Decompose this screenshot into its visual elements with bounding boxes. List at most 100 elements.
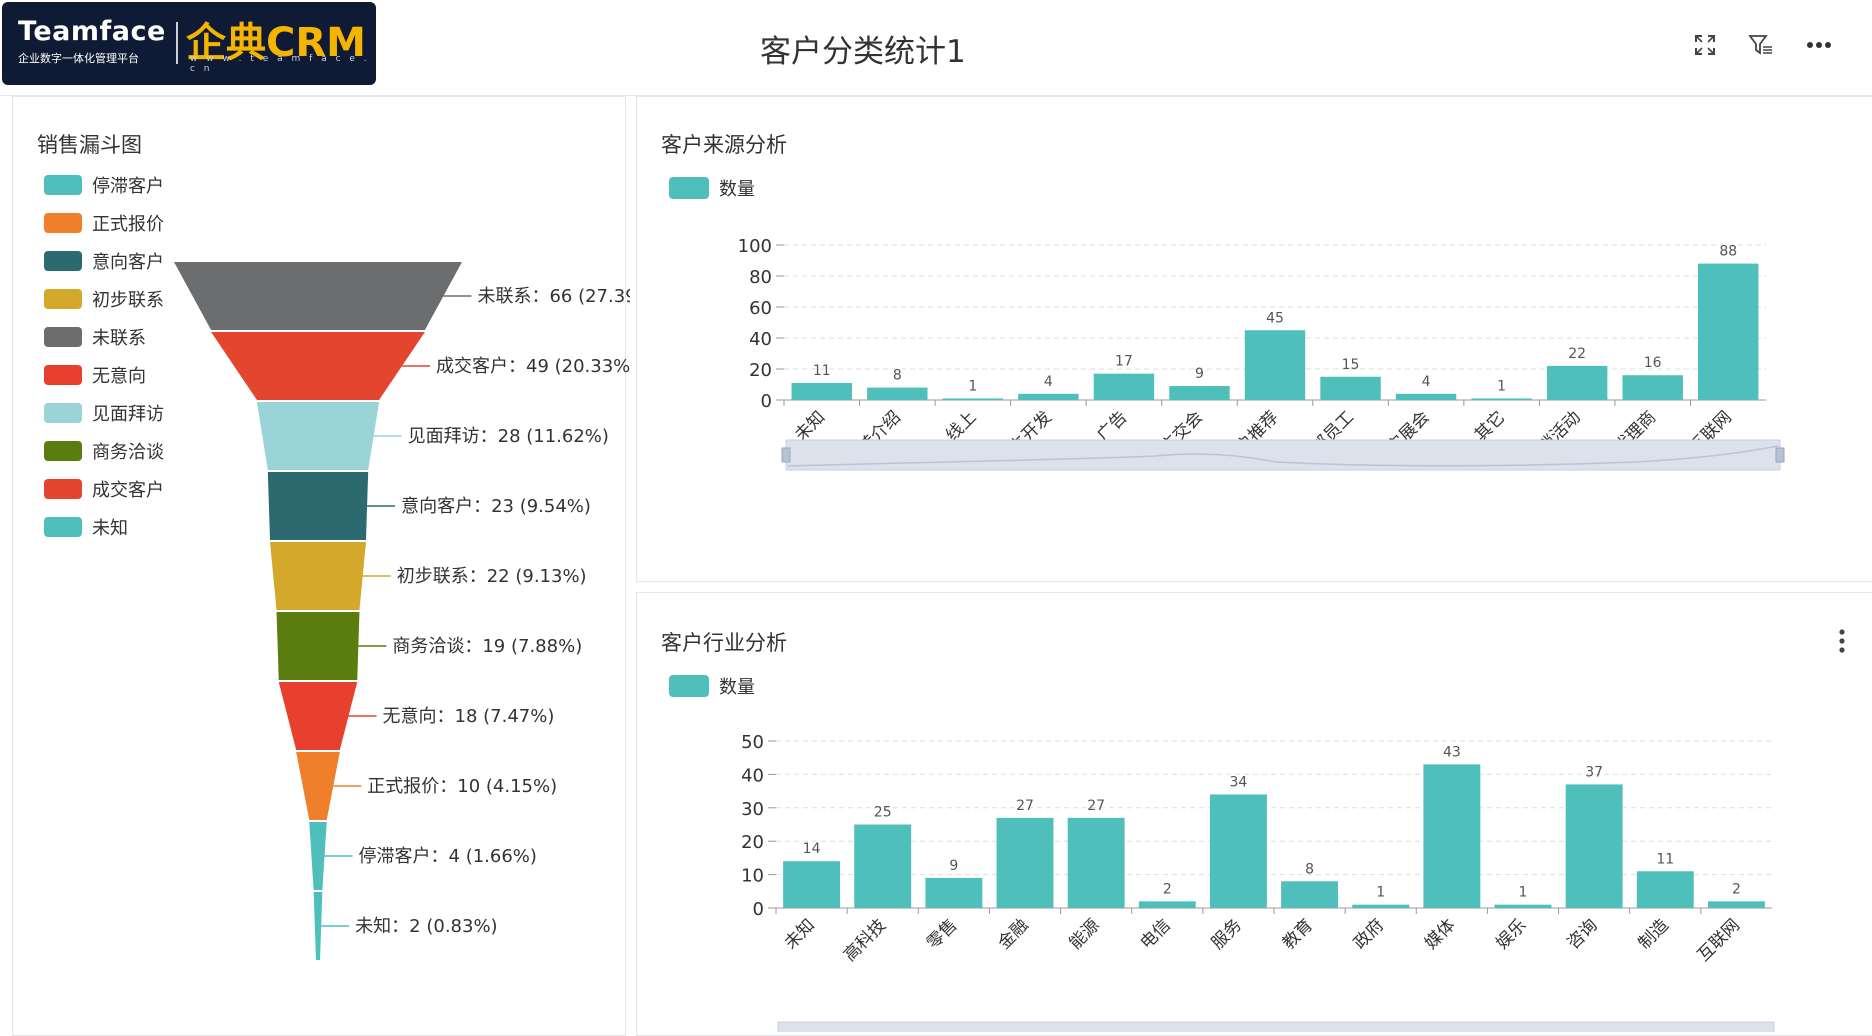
zoom-slider-track [785, 439, 1781, 471]
y-tick-label: 10 [741, 866, 764, 887]
y-tick-label: 0 [753, 899, 764, 920]
y-tick-label: 50 [741, 732, 764, 753]
panel-more-icon[interactable] [1839, 629, 1845, 657]
bar [1565, 784, 1623, 908]
zoom-slider-preview [787, 445, 1779, 467]
x-tick-label: 服务 [1208, 915, 1246, 953]
funnel-label: 正式报价：10 (4.15%) [367, 776, 557, 797]
x-tick-label: 媒体 [1421, 915, 1459, 953]
data-label: 1 [968, 378, 977, 394]
bar [1281, 881, 1339, 908]
bar [867, 387, 928, 400]
legend-item[interactable]: 无意向 [44, 364, 146, 387]
bar [1067, 817, 1125, 908]
x-tick-label: 互联网 [1694, 915, 1744, 965]
legend-label: 意向客户 [92, 252, 164, 273]
data-label: 8 [1305, 861, 1314, 877]
funnel-chart: 未联系：66 (27.39%) 成交客户：49 (20.33%) 见面拜访：28 (… [174, 262, 630, 960]
legend-swatch [669, 177, 709, 199]
legend-swatch [44, 251, 82, 271]
data-label: 16 [1644, 355, 1662, 371]
y-tick-label: 40 [749, 329, 772, 350]
legend-swatch [44, 289, 82, 309]
x-tick-label: 制造 [1635, 915, 1673, 953]
bar [1494, 904, 1552, 908]
data-label: 2 [1732, 881, 1741, 897]
brand-logo[interactable]: Teamface 企业数字一体化管理平台 企典CRM w w w . t e a… [2, 2, 376, 85]
industry-bar-chart: 0 10 20 30 40 50 14 未知 25 高科技 9 零售 27 金融 27 能源 2 电信 34 服务 8 教… [741, 732, 1775, 1032]
funnel-label: 初步联系：22 (9.13%) [397, 566, 587, 587]
y-tick-label: 80 [749, 267, 772, 288]
data-label: 14 [803, 841, 821, 857]
data-label: 1 [1497, 378, 1506, 394]
funnel-label: 商务洽谈：19 (7.88%) [392, 636, 582, 657]
legend-label: 初步联系 [92, 290, 164, 311]
data-label: 9 [1195, 366, 1204, 382]
legend-label: 数量 [719, 677, 755, 698]
legend-item[interactable]: 正式报价 [44, 212, 164, 235]
logo-en-text: Teamface [18, 16, 166, 47]
data-label: 4 [1044, 374, 1053, 390]
bar [1395, 393, 1457, 400]
legend-swatch [44, 327, 82, 347]
logo-divider [176, 22, 178, 64]
panel-title: 客户行业分析 [661, 631, 787, 655]
legend-item[interactable]: 未联系 [44, 326, 146, 349]
data-label: 1 [1376, 885, 1385, 901]
legend-item[interactable]: 数量 [669, 175, 755, 201]
bar [791, 382, 852, 400]
legend-label: 正式报价 [92, 214, 164, 235]
data-label: 27 [1016, 798, 1034, 814]
legend-item[interactable]: 初步联系 [44, 288, 164, 311]
legend-label: 见面拜访 [92, 404, 164, 425]
legend-item[interactable]: 意向客户 [44, 250, 164, 273]
funnel-segment [270, 542, 366, 610]
x-tick-label: 电信 [1137, 915, 1175, 953]
funnel-segment [309, 822, 327, 890]
logo-cn-text: 企典CRM [186, 20, 366, 66]
legend-item[interactable]: 停滞客户 [44, 174, 164, 197]
legend-item[interactable]: 商务洽谈 [44, 440, 164, 463]
data-label: 2 [1163, 881, 1172, 897]
bar [1707, 901, 1765, 908]
bar [996, 817, 1054, 908]
data-label: 25 [874, 805, 892, 821]
data-label: 11 [813, 363, 831, 379]
funnel-label: 停滞客户：4 (1.66%) [359, 846, 537, 867]
y-tick-label: 20 [741, 832, 764, 853]
legend-swatch [44, 365, 82, 385]
bar [1093, 373, 1155, 400]
legend-item[interactable]: 未知 [44, 516, 128, 539]
data-label: 17 [1115, 354, 1133, 370]
bar [1423, 764, 1481, 908]
legend-item[interactable]: 见面拜访 [44, 402, 164, 425]
x-tick-label: 金融 [994, 915, 1032, 953]
filter-icon[interactable] [1746, 30, 1776, 60]
legend-item[interactable]: 成交客户 [44, 478, 164, 501]
bar [925, 877, 983, 908]
page-title: 客户分类统计1 [760, 34, 966, 70]
y-tick-label: 60 [749, 298, 772, 319]
bar [1698, 263, 1759, 400]
legend-item[interactable]: 数量 [669, 673, 755, 699]
data-label: 15 [1342, 357, 1360, 373]
funnel-label: 见面拜访：28 (11.62%) [408, 426, 609, 447]
legend-label: 数量 [719, 179, 755, 200]
data-label: 11 [1656, 851, 1674, 867]
legend-label: 未联系 [92, 328, 146, 349]
more-icon[interactable] [1804, 30, 1834, 60]
legend-swatch [44, 213, 82, 233]
funnel-label: 无意向：18 (7.47%) [383, 706, 555, 727]
data-label: 8 [893, 368, 902, 384]
funnel-segment [278, 682, 358, 750]
top-bar: Teamface 企业数字一体化管理平台 企典CRM w w w . t e a… [0, 0, 1872, 96]
funnel-segment [174, 262, 462, 330]
funnel-segment [313, 892, 323, 960]
bar [783, 861, 841, 908]
data-label: 37 [1585, 764, 1603, 780]
fullscreen-icon[interactable] [1690, 30, 1720, 60]
funnel-segment [256, 402, 380, 470]
legend-swatch [44, 517, 82, 537]
funnel-label: 意向客户：23 (9.54%) [401, 496, 591, 517]
legend-label: 商务洽谈 [92, 442, 164, 463]
